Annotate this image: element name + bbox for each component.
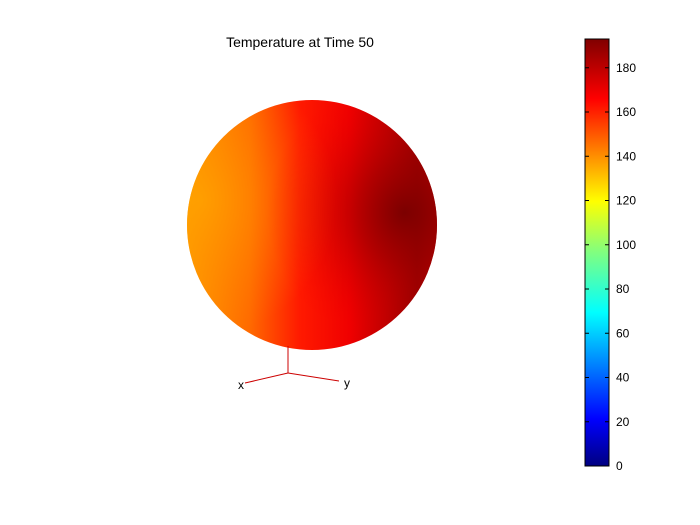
colorbar-tick-label: 160 — [616, 105, 636, 119]
colorbar-tick-label: 60 — [616, 326, 630, 340]
colorbar-tick-label: 140 — [616, 149, 636, 163]
colorbar: 0 20 40 60 80 100 120 140 160 180 — [584, 38, 636, 473]
colorbar-tick-label: 20 — [616, 415, 630, 429]
colorbar-tick-label: 180 — [616, 61, 636, 75]
colorbar-gradient-bar — [584, 38, 610, 467]
colorbar-tick-label: 40 — [616, 371, 630, 385]
colorbar-tick-label: 80 — [616, 282, 630, 296]
colorbar-tick-label: 120 — [616, 194, 636, 208]
sphere-surface — [187, 100, 437, 350]
sphere-hot-side — [187, 100, 437, 350]
triad-y-line — [287, 372, 340, 382]
axes-triad: x y — [238, 346, 350, 392]
triad-x-line — [244, 372, 289, 384]
triad-x-label: x — [238, 378, 244, 392]
colorbar-tick-label: 0 — [616, 459, 623, 473]
colorbar-ticks: 0 20 40 60 80 100 120 140 160 180 — [585, 61, 636, 473]
chart-title: Temperature at Time 50 — [226, 34, 374, 50]
triad-y-label: y — [344, 376, 350, 390]
colorbar-tick-label: 100 — [616, 238, 636, 252]
